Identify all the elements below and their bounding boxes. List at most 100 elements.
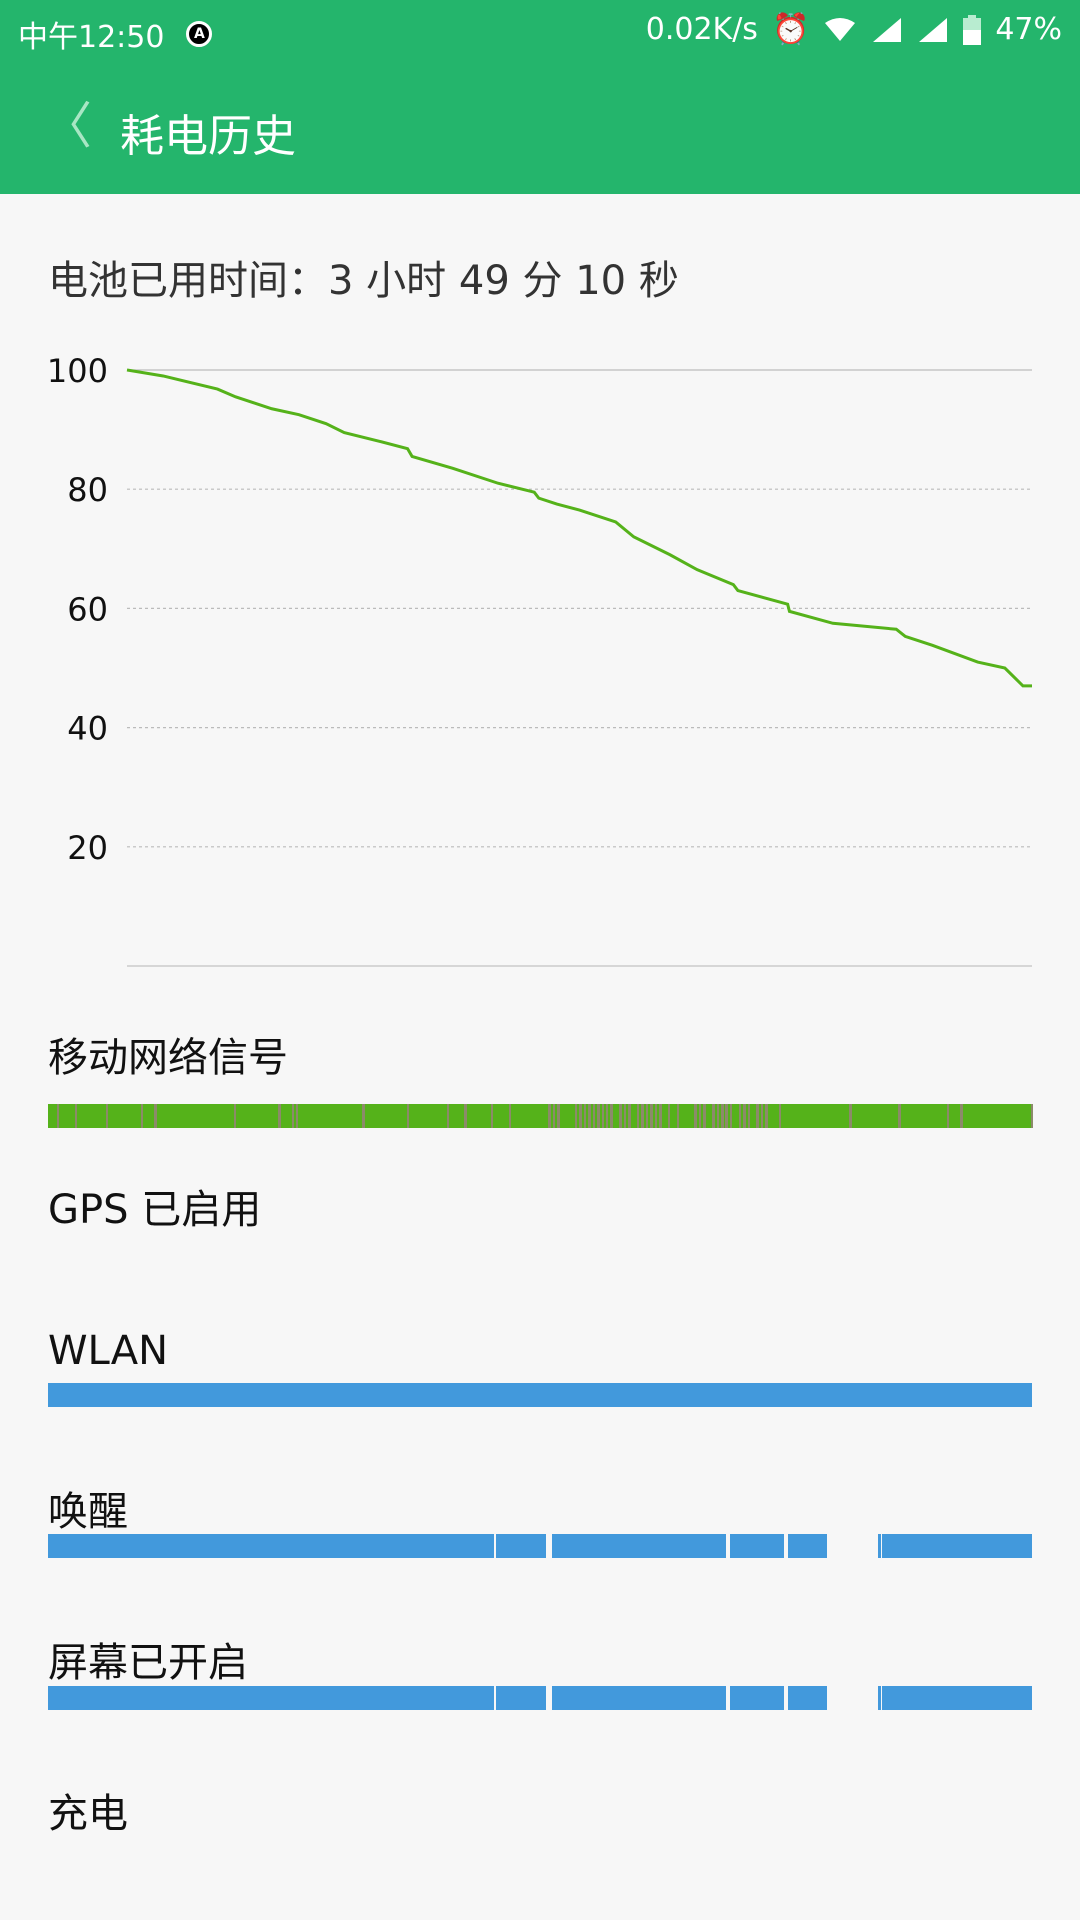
row-label-screen-on: 屏幕已开启: [48, 1640, 248, 1686]
active-segment: [729, 1534, 785, 1558]
weak-signal-stripe: [362, 1104, 365, 1128]
weak-signal-stripe: [140, 1104, 144, 1128]
weak-signal-stripe: [756, 1104, 759, 1128]
weak-signal-stripe: [508, 1104, 511, 1128]
active-segment: [878, 1534, 882, 1558]
weak-signal-stripe: [898, 1104, 901, 1128]
wifi-icon: [825, 17, 856, 41]
weak-signal-stripe: [574, 1104, 578, 1128]
active-segment: [882, 1534, 1032, 1558]
weak-signal-stripe: [628, 1104, 631, 1128]
weak-signal-stripe: [1031, 1104, 1034, 1128]
weak-signal-stripe: [579, 1104, 582, 1128]
weak-signal-stripe: [694, 1104, 697, 1128]
wlan-bar: [48, 1383, 1032, 1407]
weak-signal-stripe: [619, 1104, 622, 1128]
signal-icon: [919, 17, 948, 42]
battery-line: [126, 368, 1032, 688]
weak-signal-stripe: [760, 1104, 764, 1128]
weak-signal-stripe: [610, 1104, 613, 1128]
weak-signal-stripe: [464, 1104, 467, 1128]
weak-signal-stripe: [154, 1104, 157, 1128]
weak-signal-stripe: [641, 1104, 644, 1128]
row-label-charging: 充电: [48, 1791, 128, 1837]
weak-signal-stripe: [583, 1104, 587, 1128]
weak-signal-stripe: [597, 1104, 600, 1128]
clock: 中午12:50: [18, 20, 165, 55]
mobile-signal-bar: [48, 1104, 1034, 1128]
weak-signal-stripe: [725, 1104, 728, 1128]
active-segment: [787, 1686, 828, 1710]
wake-bar: [48, 1534, 1032, 1558]
back-button[interactable]: 〈: [42, 96, 92, 156]
active-segment: [729, 1686, 785, 1710]
active-segment: [551, 1686, 726, 1710]
weak-signal-stripe: [446, 1104, 449, 1128]
weak-signal-stripe: [747, 1104, 751, 1128]
row-label-mobile-signal: 移动网络信号: [48, 1035, 288, 1081]
weak-signal-stripe: [738, 1104, 742, 1128]
signal-icon: [873, 17, 902, 42]
weak-signal-stripe: [56, 1104, 60, 1128]
y-tick-label: 80: [67, 471, 108, 509]
active-segment: [787, 1534, 828, 1558]
active-segment: [882, 1686, 1032, 1710]
auto-icon: A: [186, 21, 213, 47]
screen-on-bar: [48, 1686, 1032, 1710]
battery-usage-time: 电池已用时间：3 小时 49 分 10 秒: [48, 258, 679, 304]
y-tick-label: 60: [67, 590, 108, 628]
status-bar: 中午12:50 A 0.02K/s ⏰ 47%: [0, 0, 1080, 60]
weak-signal-stripe: [636, 1104, 640, 1128]
weak-signal-stripe: [849, 1104, 852, 1128]
app-bar: 〈 耗电历史: [0, 60, 1080, 194]
weak-signal-stripe: [729, 1104, 733, 1128]
weak-signal-stripe: [490, 1104, 494, 1128]
active-segment: [48, 1383, 1032, 1407]
weak-signal-stripe: [623, 1104, 627, 1128]
weak-signal-stripe: [960, 1104, 963, 1128]
battery-level-chart: 100 80 60 40 20: [47, 352, 1032, 967]
active-segment: [878, 1686, 882, 1710]
weak-signal-stripe: [703, 1104, 706, 1128]
weak-signal-stripe: [105, 1104, 109, 1128]
weak-signal-stripe: [712, 1104, 715, 1128]
y-tick-label: 100: [47, 352, 108, 390]
y-tick-label: 20: [67, 829, 108, 867]
active-segment: [495, 1686, 546, 1710]
weak-signal-stripe: [765, 1104, 768, 1128]
weak-signal-stripe: [552, 1104, 556, 1128]
weak-signal-stripe: [659, 1104, 662, 1128]
weak-signal-stripe: [946, 1104, 950, 1128]
weak-signal-stripe: [601, 1104, 604, 1128]
row-label-gps: GPS 已启用: [48, 1187, 262, 1233]
weak-signal-stripe: [295, 1104, 299, 1128]
weak-signal-stripe: [548, 1104, 551, 1128]
weak-signal-stripe: [645, 1104, 649, 1128]
weak-signal-stripe: [721, 1104, 724, 1128]
weak-signal-stripe: [778, 1104, 782, 1128]
weak-signal-stripe: [676, 1104, 680, 1128]
active-segment: [495, 1534, 546, 1558]
active-segment: [48, 1686, 494, 1710]
row-label-wake: 唤醒: [48, 1489, 128, 1535]
page-title: 耗电历史: [120, 111, 296, 162]
chevron-left-icon: 〈: [42, 97, 92, 155]
weak-signal-stripe: [588, 1104, 591, 1128]
weak-signal-stripe: [74, 1104, 78, 1128]
weak-signal-stripe: [654, 1104, 658, 1128]
weak-signal-stripe: [406, 1104, 410, 1128]
weak-signal-stripe: [605, 1104, 609, 1128]
row-label-wlan: WLAN: [48, 1328, 169, 1374]
weak-signal-stripe: [291, 1104, 294, 1128]
weak-signal-stripe: [557, 1104, 560, 1128]
battery-icon: [963, 14, 982, 45]
net-speed: 0.02K/s: [645, 12, 758, 47]
weak-signal-stripe: [698, 1104, 702, 1128]
weak-signal-stripe: [650, 1104, 653, 1128]
y-tick-label: 40: [67, 710, 108, 748]
weak-signal-stripe: [743, 1104, 746, 1128]
weak-signal-stripe: [233, 1104, 237, 1128]
active-segment: [551, 1534, 726, 1558]
weak-signal-stripe: [592, 1104, 596, 1128]
weak-signal-stripe: [667, 1104, 671, 1128]
